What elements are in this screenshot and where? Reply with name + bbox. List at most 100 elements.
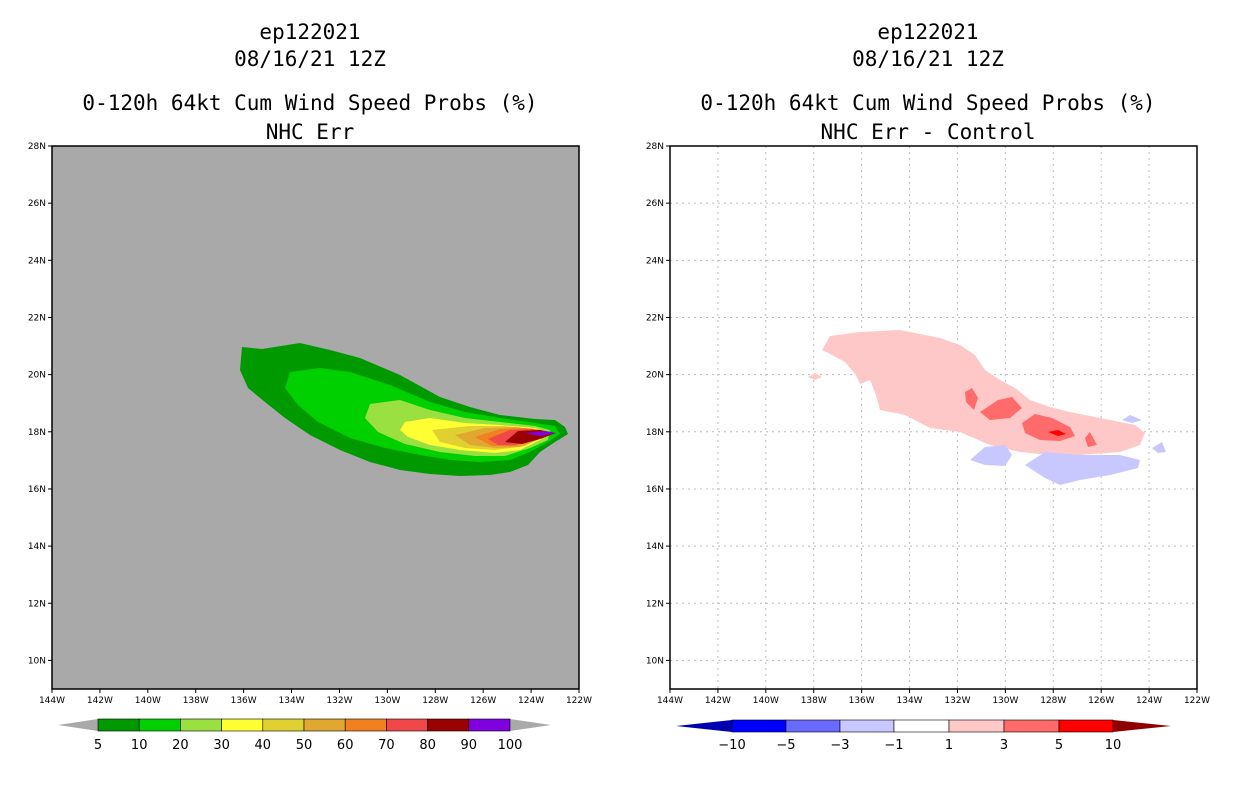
y-tick-label: 16N — [28, 485, 46, 495]
x-tick-label: 140W — [753, 696, 779, 706]
y-tick-label: 22N — [646, 313, 664, 323]
colorbar-swatch — [468, 718, 511, 732]
left-chart-subtitle: NHC Err — [265, 120, 355, 144]
y-tick-label: 18N — [28, 428, 46, 438]
x-tick-label: 124W — [1136, 696, 1162, 706]
colorbar-label: 3 — [1000, 738, 1008, 753]
contour-diff-plus3-b — [980, 397, 1022, 420]
colorbar-label: −1 — [884, 738, 903, 753]
colorbar-swatch — [138, 718, 181, 732]
x-tick-label: 144W — [39, 696, 65, 706]
left-storm-id: ep122021 — [259, 20, 361, 44]
left-map-panel: 144W 142W 140W 138W 136W 134W 132W 130W 128W 126W… — [28, 142, 592, 753]
colorbar-label: 5 — [1055, 738, 1063, 753]
colorbar-swatch — [1058, 719, 1114, 733]
left-axes: 144W 142W 140W 138W 136W 134W 132W 130W 128W 126W… — [28, 142, 592, 706]
colorbar-label: 70 — [378, 738, 395, 753]
y-tick-label: 20N — [28, 371, 46, 381]
colorbar-label: 40 — [255, 738, 272, 753]
colorbar-swatch — [1003, 719, 1060, 733]
x-tick-label: 128W — [422, 696, 448, 706]
colorbar-label: −5 — [776, 738, 795, 753]
x-tick-label: 126W — [470, 696, 496, 706]
y-tick-label: 24N — [646, 256, 664, 266]
x-tick-label: 130W — [992, 696, 1018, 706]
right-colorbar: −10 −5 −3 −1 1 3 5 10 — [676, 719, 1171, 753]
colorbar-swatch — [427, 718, 470, 732]
right-chart-title: 0-120h 64kt Cum Wind Speed Probs (%) — [700, 91, 1156, 115]
y-tick-label: 28N — [646, 142, 664, 152]
right-difference-contours — [808, 330, 1166, 485]
right-storm-id: ep122021 — [877, 20, 979, 44]
x-tick-label: 132W — [326, 696, 352, 706]
x-tick-label: 142W — [705, 696, 731, 706]
y-tick-label: 14N — [646, 542, 664, 552]
x-tick-label: 142W — [87, 696, 113, 706]
y-tick-label: 16N — [646, 485, 664, 495]
colorbar-label: 10 — [1105, 738, 1122, 753]
y-tick-label: 22N — [28, 313, 46, 323]
left-probability-contours — [240, 343, 568, 476]
y-tick-label: 12N — [646, 599, 664, 609]
contour-diff-plus1-small — [808, 373, 822, 380]
colorbar-swatch — [262, 718, 305, 732]
right-axes: 144W 142W 140W 138W 136W 134W 132W 130W 128W 126W… — [646, 142, 1210, 706]
colorbar-label: −3 — [830, 738, 849, 753]
left-colorbar: 5 10 20 30 40 50 60 70 80 90 100 — [58, 718, 551, 753]
y-tick-label: 28N — [28, 142, 46, 152]
y-tick-label: 10N — [646, 656, 664, 666]
colorbar-label: 30 — [213, 738, 230, 753]
x-tick-label: 130W — [374, 696, 400, 706]
x-tick-label: 124W — [518, 696, 544, 706]
y-tick-label: 10N — [28, 656, 46, 666]
colorbar-label: 10 — [131, 738, 148, 753]
contour-diff-minus1-d — [1152, 442, 1166, 453]
colorbar-label: 90 — [461, 738, 478, 753]
right-plot-frame — [669, 145, 1198, 690]
right-datetime: 08/16/21 12Z — [852, 47, 1004, 71]
contour-diff-minus1-b — [1025, 452, 1140, 485]
colorbar-label: 5 — [94, 738, 102, 753]
colorbar-swatch — [948, 719, 1005, 733]
y-tick-label: 20N — [646, 371, 664, 381]
colorbar-high-triangle — [1113, 720, 1171, 732]
contour-diff-minus1-a — [970, 445, 1012, 466]
contour-diff-plus5 — [1048, 430, 1066, 436]
colorbar-label: 50 — [296, 738, 313, 753]
y-tick-label: 26N — [28, 199, 46, 209]
left-colorbar-high-triangle — [510, 719, 551, 731]
colorbar-label: 1 — [945, 738, 953, 753]
colorbar-label: 100 — [498, 738, 523, 753]
x-tick-label: 136W — [849, 696, 875, 706]
colorbar-swatch — [303, 718, 346, 732]
y-tick-label: 24N — [28, 256, 46, 266]
x-tick-label: 134W — [897, 696, 923, 706]
y-tick-label: 18N — [646, 428, 664, 438]
x-tick-label: 132W — [944, 696, 970, 706]
colorbar-label: 80 — [419, 738, 436, 753]
y-tick-label: 14N — [28, 542, 46, 552]
left-colorbar-low-triangle — [58, 719, 98, 731]
colorbar-label: 60 — [337, 738, 354, 753]
colorbar-swatch — [893, 719, 950, 733]
colorbar-swatch — [731, 719, 787, 733]
x-tick-label: 126W — [1088, 696, 1114, 706]
x-tick-label: 138W — [183, 696, 209, 706]
colorbar-swatch — [344, 718, 387, 732]
colorbar-swatch — [386, 718, 428, 732]
x-tick-label: 122W — [1184, 696, 1210, 706]
colorbar-swatch — [839, 719, 895, 733]
contour-diff-plus3-a — [965, 388, 978, 410]
colorbar-swatch — [97, 718, 140, 732]
y-tick-label: 26N — [646, 199, 664, 209]
x-tick-label: 138W — [801, 696, 827, 706]
y-tick-label: 12N — [28, 599, 46, 609]
right-chart-subtitle: NHC Err - Control — [820, 120, 1036, 144]
contour-90pct — [525, 431, 556, 436]
right-map-panel: 144W 142W 140W 138W 136W 134W 132W 130W 128W 126W… — [646, 142, 1210, 753]
x-tick-label: 144W — [657, 696, 683, 706]
x-tick-label: 128W — [1040, 696, 1066, 706]
colorbar-label: −10 — [718, 738, 745, 753]
x-tick-label: 122W — [566, 696, 592, 706]
